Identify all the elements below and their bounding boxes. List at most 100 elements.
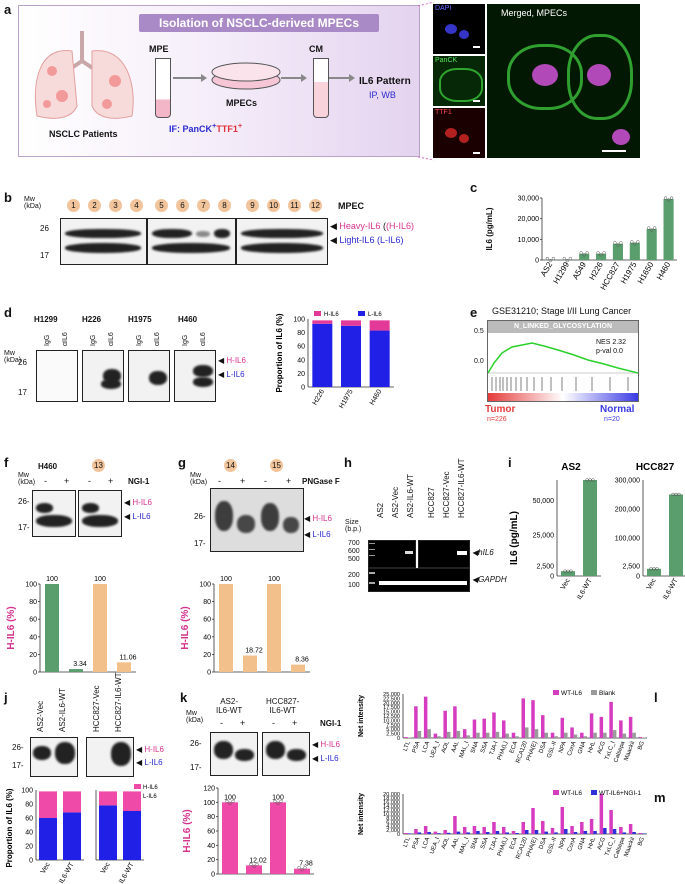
category-label: BG: [637, 740, 646, 751]
y-tick-label: 5,000: [386, 727, 400, 733]
data-point: [565, 258, 569, 263]
b-kda: (kDa): [24, 203, 42, 210]
data-label: 100: [46, 576, 58, 583]
k-plus2: +: [292, 718, 298, 728]
bar-series-1: [570, 727, 574, 738]
stacked-bar: [39, 791, 57, 818]
y-tick-label: 10,000: [518, 237, 540, 244]
y-tick-label: 14,000: [383, 804, 400, 810]
bar-series-1: [423, 826, 428, 834]
k-marker-26: 26-: [190, 739, 202, 748]
bar-series-2: [407, 737, 412, 738]
b-light: Light-IL6: [339, 235, 375, 245]
y-tick-label: 60: [29, 617, 37, 624]
sample-number: 6: [176, 199, 189, 212]
bar-series-1: [589, 819, 594, 834]
data-point: [613, 241, 617, 245]
y-tick-label: 80: [207, 814, 215, 821]
category-label: PSA: [412, 837, 422, 850]
bar-series-1: [560, 807, 565, 834]
y-tick-label: 0: [33, 670, 37, 677]
y-tick-label: 0: [550, 574, 554, 581]
data-point: [669, 196, 674, 200]
bar-series-1: [443, 710, 447, 738]
d-lane: IgG: [90, 334, 97, 346]
y-tick-label: 2,500: [536, 564, 554, 571]
legend-swatch-2: [591, 690, 597, 695]
g-l: L-IL6: [312, 530, 331, 539]
merged-label: Merged, MPECs: [501, 8, 568, 18]
category-label: MAL_I: [459, 740, 471, 759]
e-tumor: Tumor: [485, 404, 516, 415]
category-label: GNA: [577, 837, 587, 851]
sample-number: 11: [288, 199, 301, 212]
bar-series-1: [511, 732, 516, 738]
cm-label: CM: [309, 44, 323, 54]
y-tick-label: 12,500: [383, 714, 400, 720]
f-mw: Mw (kDa): [18, 472, 36, 486]
category-label: ACG: [597, 740, 607, 755]
f-minus: -: [44, 476, 47, 486]
stacked-bar: [369, 320, 390, 331]
sample-number: 5: [155, 199, 168, 212]
h-size-200: 200: [348, 572, 360, 579]
d-marker-26: 26: [18, 358, 27, 367]
e-normal-n: n=20: [604, 416, 620, 423]
bar-series-1: [433, 831, 438, 834]
b-title: MPEC: [338, 201, 365, 211]
y-tick-label: 8,000: [386, 816, 400, 822]
legend-swatch-h: [134, 784, 141, 789]
bar-series-2: [642, 737, 646, 738]
ipwb-label: IP, WB: [369, 90, 396, 100]
k-treatment: NGI-1: [320, 719, 342, 728]
panck-label: PanCK: [435, 57, 458, 64]
bar-series-2: [632, 732, 636, 738]
y-tick-label: 100: [203, 800, 215, 807]
bar-series-2: [583, 736, 588, 738]
f-chart: 0 20 40 60 80 100 100 3.34 100 11.06 H-IL6 (%): [6, 576, 137, 677]
y-axis-label: Proportion of IL6 (%): [5, 788, 14, 867]
bar-series-2: [642, 833, 646, 834]
bar-series-1: [531, 808, 535, 834]
y-tick-label: 15,000: [383, 710, 400, 716]
bar-series-2: [476, 831, 480, 834]
category-label: GSL-II: [547, 836, 559, 855]
h-lane: HCC827-Vec: [442, 471, 451, 518]
bar-series-1: [453, 816, 457, 834]
y-tick-label: 40: [203, 634, 211, 641]
data-point: [653, 226, 657, 230]
if-label: IF: PanCK+TTF1+: [169, 121, 242, 134]
category-label: UEA_I: [429, 740, 441, 759]
bar-series-2: [573, 832, 578, 834]
category-label: IL6-WT: [662, 577, 680, 601]
data-point: [545, 256, 550, 261]
bar-series-1: [433, 733, 438, 738]
bar: [246, 865, 262, 874]
f-plus: +: [64, 476, 70, 486]
d-lane: αIL6: [154, 332, 161, 346]
category-label: IL6-WT: [58, 861, 76, 884]
f-l-label: ◀ L-IL6: [124, 512, 151, 521]
category-label: AS2: [539, 260, 555, 278]
h-size: Size: [345, 519, 359, 526]
zoom-connector-icon: [418, 2, 435, 161]
data-point: [677, 492, 681, 497]
data-label: 3.34: [73, 661, 87, 668]
data-label: 8.36: [295, 657, 309, 664]
j-blot-1: [30, 737, 78, 777]
y-tick-label: 0: [207, 670, 211, 677]
panck-image: PanCK: [433, 56, 485, 106]
category-label: NPA: [558, 837, 568, 850]
b-mw: Mw: [24, 196, 35, 203]
bar-series-1: [638, 737, 643, 738]
k-group1: AS2- IL6-WT: [216, 697, 242, 715]
data-point: [228, 801, 232, 805]
bar-series-1: [472, 719, 477, 738]
h-size-600: 600: [348, 548, 360, 555]
b-heavy-label: ◀ Heavy-IL6 ((H-IL6): [330, 221, 414, 231]
bar-series-2: [554, 736, 558, 738]
y-tick-label: 60: [207, 829, 215, 836]
y-tick-label: 25,000: [533, 533, 555, 540]
j-lane: HCC827-IL6-WT: [114, 672, 123, 732]
y-tick-label: 120: [203, 786, 215, 793]
